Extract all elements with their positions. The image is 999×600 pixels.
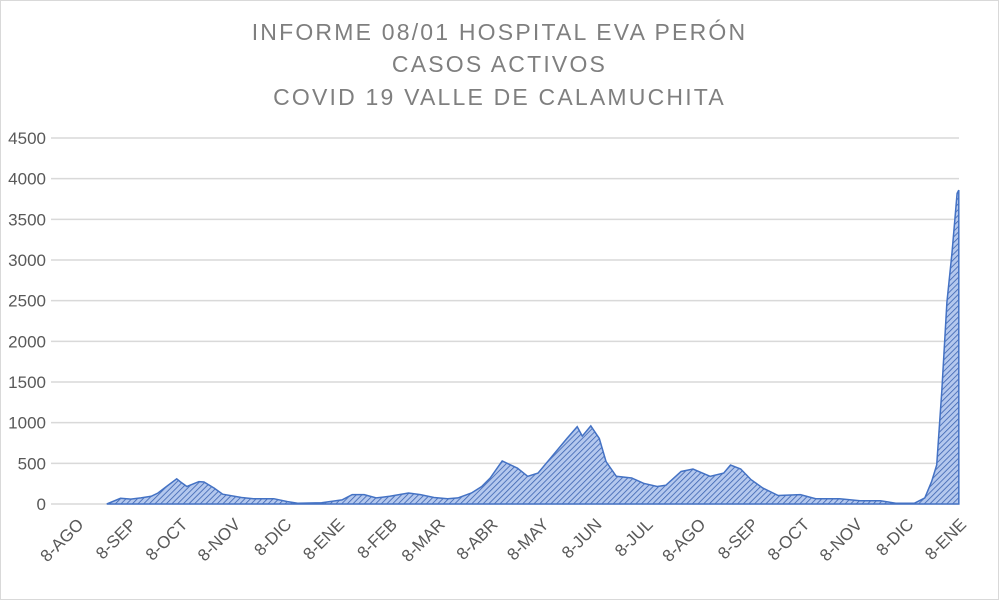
x-tick-label: 8-NOV [194,514,245,565]
y-tick-label: 4500 [8,129,46,148]
y-tick-label: 0 [37,495,46,514]
chart-title-line-2: CASOS ACTIVOS [391,51,608,77]
y-tick-label: 1000 [8,414,46,433]
x-tick-label: 8-ENE [921,515,970,564]
y-tick-label: 500 [18,454,46,473]
y-tick-label: 4000 [8,170,46,189]
x-tick-label: 8-JUL [611,515,657,561]
x-tick-label: 8-JUN [558,515,605,562]
x-tick-label: 8-OCT [764,515,813,564]
x-tick-label: 8-DIC [873,515,918,560]
x-axis: 8-AGO 8-SEP 8-OCT 8-NOV 8-DIC 8-ENE 8-FEB8-MAR… [37,514,971,565]
y-tick-label: 3000 [8,251,46,270]
x-tick-label: 8-OCT [142,515,191,564]
series-area [106,189,960,505]
x-tick-label: 8-AGO [659,515,710,566]
x-tick-label: 8-MAY [503,515,552,564]
series-area-path [106,189,960,505]
chart-title-line-1: INFORME 08/01 HOSPITAL EVA PERÓN [251,19,748,45]
x-tick-label: 8-SEP [92,515,140,563]
x-tick-label: 8-NOV [816,514,867,565]
y-tick-label: 3500 [8,210,46,229]
y-axis: 0 500 1000 1500 2000 2500 3000 3500 4000 4500 [8,129,46,514]
x-tick-label: 8-SEP [714,515,762,563]
x-tick-label: 8-MAR [398,515,449,566]
x-tick-label: 8-ENE [299,515,348,564]
x-tick-label: 8-FEB [354,515,402,563]
chart-title-line-3: COVID 19 VALLE DE CALAMUCHITA [273,84,726,110]
gridlines [51,137,959,505]
x-tick-label: 8-DIC [251,515,296,560]
y-tick-label: 2000 [8,332,46,351]
y-tick-label: 2500 [8,292,46,311]
x-tick-label: 8-AGO [37,515,88,566]
x-tick-label: 8-ABR [453,515,502,564]
y-tick-label: 1500 [8,373,46,392]
